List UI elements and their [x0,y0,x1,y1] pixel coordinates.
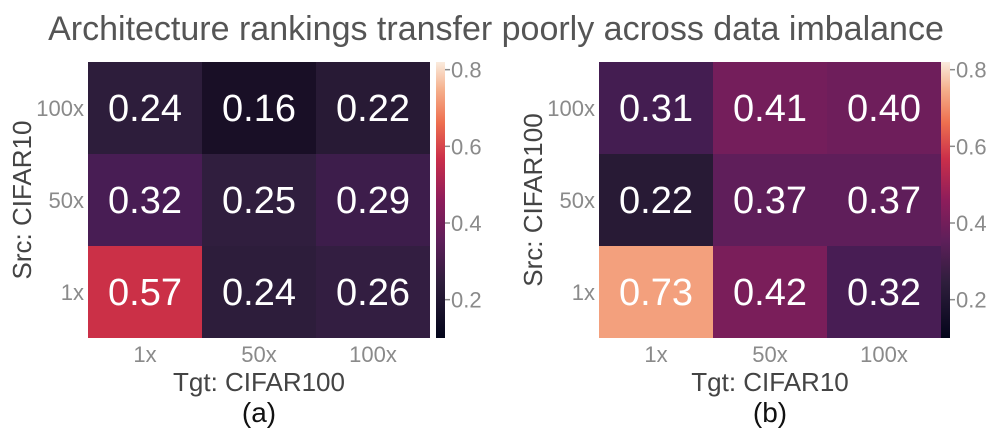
heatmap-cell [713,62,827,154]
cell-value-label: 0.29 [336,180,410,222]
y-tick-label: 1x [61,280,84,305]
heatmap-cell [88,154,202,246]
cell-value-label: 0.22 [619,180,693,222]
heatmap-cell [827,154,941,246]
heatmap-cell [316,246,430,338]
x-axis-label: Tgt: CIFAR10 [691,367,849,397]
heatmap-cell [713,246,827,338]
x-tick-label: 50x [241,342,276,367]
heatmap-cell [599,62,713,154]
cell-value-label: 0.40 [847,88,921,130]
colorbar-tick-label: 0.2 [956,288,987,313]
cell-value-label: 0.31 [619,88,693,130]
colorbar-tick-label: 0.8 [956,58,987,83]
y-tick-label: 50x [49,188,84,213]
y-tick-label: 1x [572,280,595,305]
colorbar-tick-label: 0.4 [451,211,482,236]
colorbar [941,62,950,338]
colorbar-tick-label: 0.6 [451,134,482,159]
y-axis-label: Src: CIFAR100 [518,113,548,286]
x-tick-label: 100x [349,342,397,367]
heatmap-cell [713,154,827,246]
cell-value-label: 0.32 [847,272,921,314]
heatmap-panels: 0.24 0.16 0.22 0.32 0.25 0.29 0.57 0.24 0.26 100x… [7,58,987,428]
colorbar-tick-label: 0.4 [956,211,987,236]
x-tick-label: 1x [133,342,156,367]
cell-value-label: 0.22 [336,88,410,130]
y-tick-label: 100x [36,96,84,121]
colorbar-tick-label: 0.6 [956,134,987,159]
heatmap-cell [316,154,430,246]
panel-label: (b) [753,397,787,428]
cell-value-label: 0.57 [108,272,182,314]
x-tick-label: 100x [860,342,908,367]
heatmap-cell [202,62,316,154]
cell-value-label: 0.37 [733,180,807,222]
y-tick-label: 50x [560,188,595,213]
cell-value-label: 0.25 [222,180,296,222]
y-tick-label: 100x [547,96,595,121]
cell-value-label: 0.42 [733,272,807,314]
heatmap-cell [599,154,713,246]
cell-value-label: 0.32 [108,180,182,222]
cell-value-label: 0.41 [733,88,807,130]
x-axis-label: Tgt: CIFAR100 [173,367,345,397]
x-tick-label: 50x [752,342,787,367]
heatmap-cell [827,62,941,154]
cell-value-label: 0.24 [108,88,182,130]
heatmap-cell [827,246,941,338]
cell-value-label: 0.37 [847,180,921,222]
y-axis-label: Src: CIFAR10 [7,121,37,280]
cell-value-label: 0.26 [336,272,410,314]
x-tick-label: 1x [644,342,667,367]
heatmap-cell [202,154,316,246]
heatmap-panel-2: 0.31 0.41 0.40 0.22 0.37 0.37 0.73 0.42 0.32 100x… [518,58,987,428]
colorbar [436,62,445,338]
cell-value-label: 0.24 [222,272,296,314]
colorbar-tick-label: 0.8 [451,58,482,83]
cell-value-label: 0.16 [222,88,296,130]
heatmap-cell [88,62,202,154]
chart-title: Architecture rankings transfer poorly ac… [48,10,944,48]
heatmap-panel-1: 0.24 0.16 0.22 0.32 0.25 0.29 0.57 0.24 0.26 100x… [7,58,482,428]
heatmap-cell [316,62,430,154]
heatmap-cell [202,246,316,338]
heatmap-cell [599,246,713,338]
colorbar-tick-label: 0.2 [451,288,482,313]
panel-label: (a) [242,397,276,428]
heatmap-cell [88,246,202,338]
cell-value-label: 0.73 [619,272,693,314]
